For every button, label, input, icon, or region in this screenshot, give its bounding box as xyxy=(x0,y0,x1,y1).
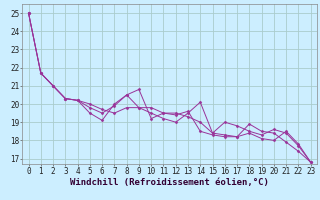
X-axis label: Windchill (Refroidissement éolien,°C): Windchill (Refroidissement éolien,°C) xyxy=(70,178,269,187)
